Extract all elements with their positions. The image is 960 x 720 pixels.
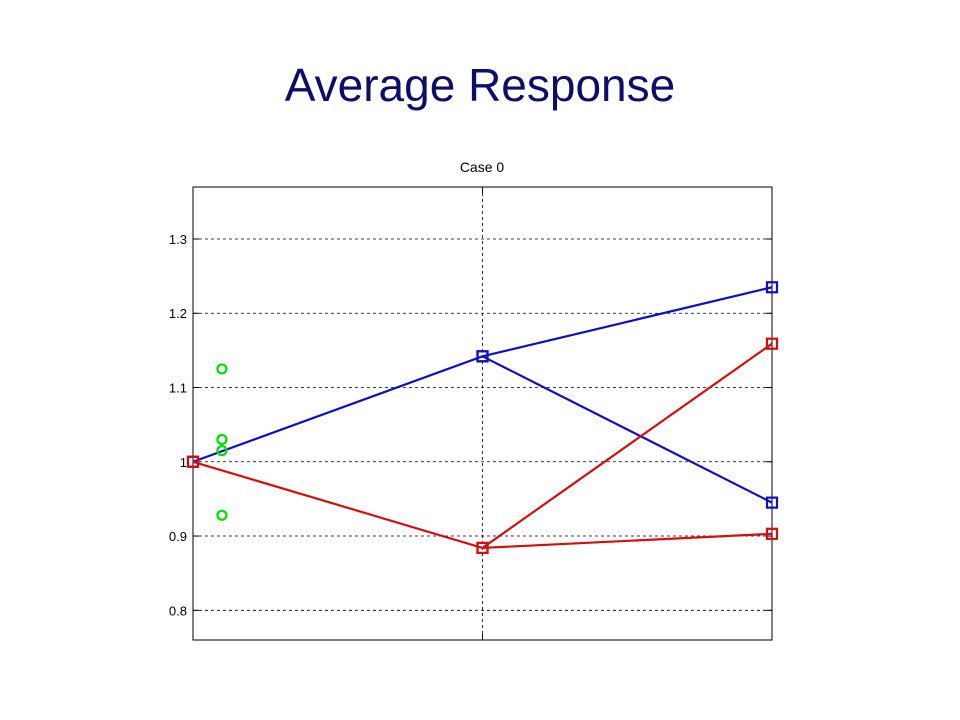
data-point-square [186,455,200,468]
y-axis-ticks: 0.8 0.9 1 1.1 1.2 1.3 [169,187,772,640]
grid-lines [193,187,772,640]
y-tick-label: 1.3 [169,232,187,247]
y-tick-label: 1.1 [169,381,187,396]
data-point-square [765,527,779,540]
data-point-square [476,541,489,555]
plot-area [192,186,773,641]
data-point-square [765,496,779,509]
y-tick-label: 0.9 [169,529,187,544]
slide-title: Average Response [284,59,676,111]
y-tick-label: 0.8 [169,603,187,618]
y-tick-label: 1 [180,455,187,470]
data-point-circle [216,509,228,521]
data-point-square [765,337,779,350]
series-group [186,281,779,555]
data-point-square [476,350,489,363]
series-line-1 [482,355,773,504]
series-line-3 [482,532,773,550]
data-point-circle [216,433,228,446]
data-point-circle [216,363,228,375]
data-point-circle [216,445,228,457]
y-tick-label: 1.2 [169,306,187,321]
chart-title: Case 0 [460,159,505,175]
data-point-square [765,281,779,294]
